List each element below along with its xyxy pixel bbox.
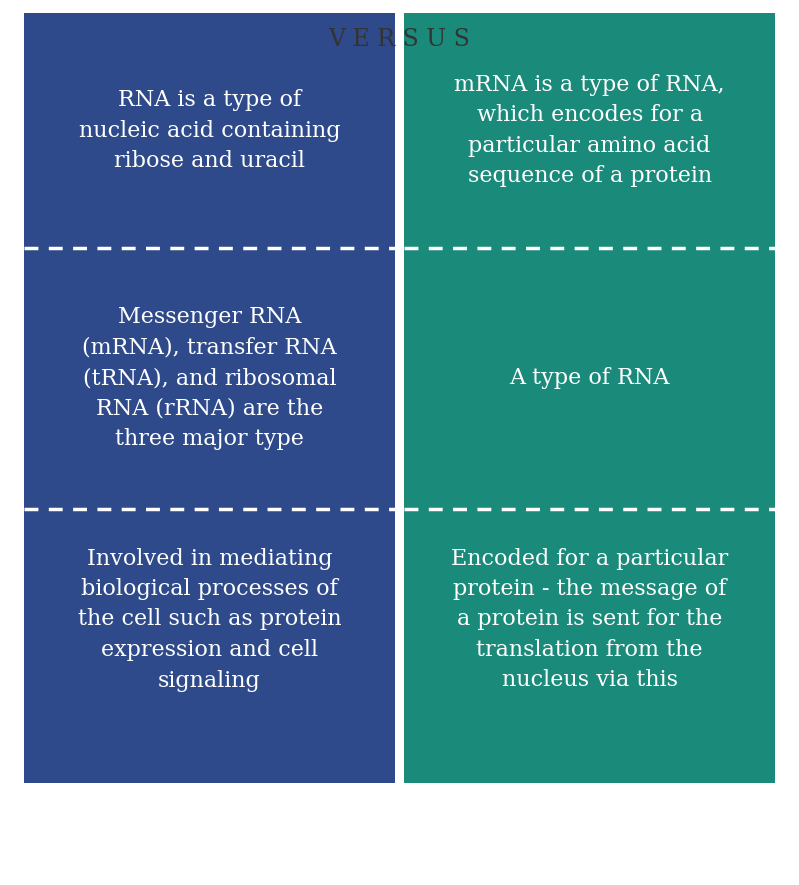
Text: Involved in mediating
biological processes of
the cell such as protein
expressio: Involved in mediating biological process… [78, 548, 341, 691]
FancyBboxPatch shape [404, 248, 775, 509]
Text: mRNA: mRNA [534, 21, 673, 58]
FancyBboxPatch shape [404, 13, 775, 248]
Text: A type of RNA: A type of RNA [510, 367, 670, 389]
Text: RNA is a type of
nucleic acid containing
ribose and uracil: RNA is a type of nucleic acid containing… [78, 89, 340, 172]
Text: V E R S U S: V E R S U S [328, 28, 471, 51]
Text: mRNA is a type of RNA,
which encodes for a
particular amino acid
sequence of a p: mRNA is a type of RNA, which encodes for… [455, 73, 725, 188]
FancyBboxPatch shape [404, 509, 775, 783]
Text: Visit www.pediaa.com: Visit www.pediaa.com [559, 832, 759, 850]
Text: Encoded for a particular
protein - the message of
a protein is sent for the
tran: Encoded for a particular protein - the m… [451, 548, 728, 691]
FancyBboxPatch shape [24, 509, 395, 783]
Text: RNA: RNA [151, 21, 248, 58]
FancyBboxPatch shape [24, 13, 395, 248]
Text: Messenger RNA
(mRNA), transfer RNA
(tRNA), and ribosomal
RNA (rRNA) are the
thre: Messenger RNA (mRNA), transfer RNA (tRNA… [82, 306, 336, 450]
FancyBboxPatch shape [24, 248, 395, 509]
